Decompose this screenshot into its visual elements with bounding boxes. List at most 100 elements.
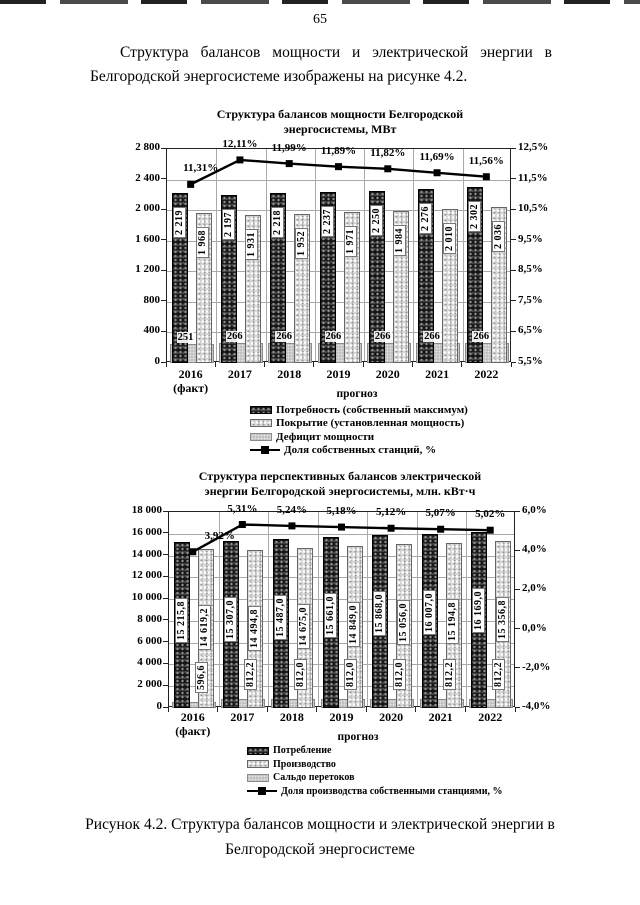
gridline-vertical [317, 512, 319, 706]
axis-tick [217, 707, 219, 712]
axis-tick [415, 707, 417, 712]
legend: Потребление Производство Сальдо перетоков Д… [247, 744, 503, 798]
y-axis-label-right: 12,5% [518, 141, 549, 153]
y-axis-label-right: 8,5% [518, 263, 543, 276]
x-axis-label: 2021 [409, 367, 465, 381]
line-marker [189, 548, 197, 556]
y-axis-label-left: 16 000 [131, 525, 162, 538]
y-axis-label-right: 9,5% [518, 232, 543, 245]
axis-tick [163, 706, 168, 708]
bar-light [343, 212, 360, 363]
bar-value-label: 15 056,0 [396, 600, 410, 646]
line-marker [486, 526, 494, 534]
deficit-value-label: 266 [324, 330, 343, 342]
line-marker [482, 173, 490, 181]
saldo-value-label: 596,6 [194, 661, 208, 693]
gridline-horizontal [169, 555, 514, 557]
line-marker [236, 156, 244, 164]
x-axis-label: 2016 (факт) [163, 367, 219, 395]
x-axis-label-line: 2020 [375, 367, 400, 381]
axis-tick [163, 575, 168, 577]
y-axis-label-left: 10 000 [131, 591, 162, 604]
legend-item: Покрытие (установленная мощность) [250, 417, 468, 431]
line-point-label: 11,56% [468, 154, 504, 167]
bar-wide [221, 699, 266, 708]
trend-line [189, 521, 494, 556]
x-axis-label-line: 2022 [474, 367, 499, 381]
y-axis-label-left: 12 000 [131, 569, 162, 582]
plot-area: 2 219 2 197 2 218 2 237 2 250 2 276 2 302 1 968… [166, 148, 511, 363]
x-axis-label: 2017 [212, 367, 268, 381]
axis-tick [161, 178, 166, 180]
legend-item: Потребность (собственный максимум) [250, 403, 468, 417]
legend-label: Потребление [273, 745, 332, 757]
line-marker [387, 524, 395, 532]
axis-tick [163, 662, 168, 664]
line-marker [437, 525, 445, 533]
gridline-horizontal [169, 642, 514, 644]
legend-label: Покрытие (установленная мощность) [276, 417, 465, 430]
bar-dark [220, 195, 237, 363]
axis-tick [163, 597, 168, 599]
legend-label: Доля собственных станций, % [284, 444, 437, 457]
saldo-value-label: 812,2 [244, 659, 258, 691]
gridline-horizontal [167, 332, 510, 334]
axis-tick [161, 239, 166, 241]
deficit-value-label: 266 [225, 330, 244, 342]
axis-tick [515, 510, 520, 512]
gridline-vertical [413, 149, 415, 361]
bar-light [445, 542, 462, 708]
legend-line-swatch [247, 787, 277, 796]
figure-caption: Рисунок 4.2. Структура балансов мощности… [85, 816, 555, 858]
chart1-title-line2: энергосистемы, МВт [283, 122, 397, 136]
bar-value-label: 14 675,0 [297, 604, 311, 650]
bar-value-label: 15 661,0 [323, 593, 337, 639]
axis-tick [163, 554, 168, 556]
gridline-horizontal [169, 577, 514, 579]
bar-wide [419, 699, 464, 708]
x-axis-note: прогноз [337, 731, 379, 743]
bar-dark [372, 535, 389, 708]
x-axis-label: 2019 [311, 367, 367, 381]
line-point-label: 5,24% [276, 503, 308, 516]
x-axis-label-line: 2022 [478, 710, 503, 724]
bar-value-label: 1 952 [294, 227, 308, 259]
gridline-vertical [218, 512, 220, 706]
axis-tick [511, 269, 516, 271]
line-point-label: 11,82% [370, 146, 406, 159]
bar-value-label: 2 219 [172, 207, 186, 239]
axis-tick [313, 362, 315, 367]
bar-value-label: 16 169,0 [472, 587, 486, 633]
y-axis-label-left: 1 200 [135, 263, 160, 276]
saldo-value-label: 812,0 [393, 659, 407, 691]
y-axis-label-right: 7,5% [518, 293, 543, 306]
legend-item: Дефицит мощности [250, 430, 468, 444]
line-point-label: 5,18% [326, 505, 357, 518]
axis-tick [163, 532, 168, 534]
y-axis-label-right: -4,0% [522, 700, 551, 712]
y-axis-label-left: 0 [156, 700, 163, 712]
line-point-label: 11,69% [419, 150, 455, 163]
line-point-label: 11,31% [183, 162, 219, 175]
x-axis-label-line: 2018 [279, 710, 304, 724]
bar-light [195, 212, 212, 363]
axis-tick [165, 362, 167, 367]
bar-dark [171, 193, 188, 363]
bar-value-label: 16 007,0 [422, 589, 436, 635]
gridline-horizontal [167, 240, 510, 242]
line-marker [187, 180, 195, 188]
deficit-value-label: 266 [472, 330, 491, 342]
line-point-label: 5,12% [375, 506, 407, 519]
bar-light [244, 215, 261, 363]
line-point-label: 5,07% [425, 507, 456, 520]
axis-tick [515, 628, 520, 630]
bar-dark [272, 539, 289, 708]
x-axis-label-line: (факт) [175, 724, 211, 738]
axis-tick [411, 362, 413, 367]
axis-tick [163, 619, 168, 621]
bar-light [491, 207, 508, 363]
y-axis-label-left: 6 000 [137, 634, 162, 647]
bar-wide [218, 342, 263, 363]
axis-tick [510, 362, 512, 367]
x-axis-label: 2019 [314, 710, 370, 724]
